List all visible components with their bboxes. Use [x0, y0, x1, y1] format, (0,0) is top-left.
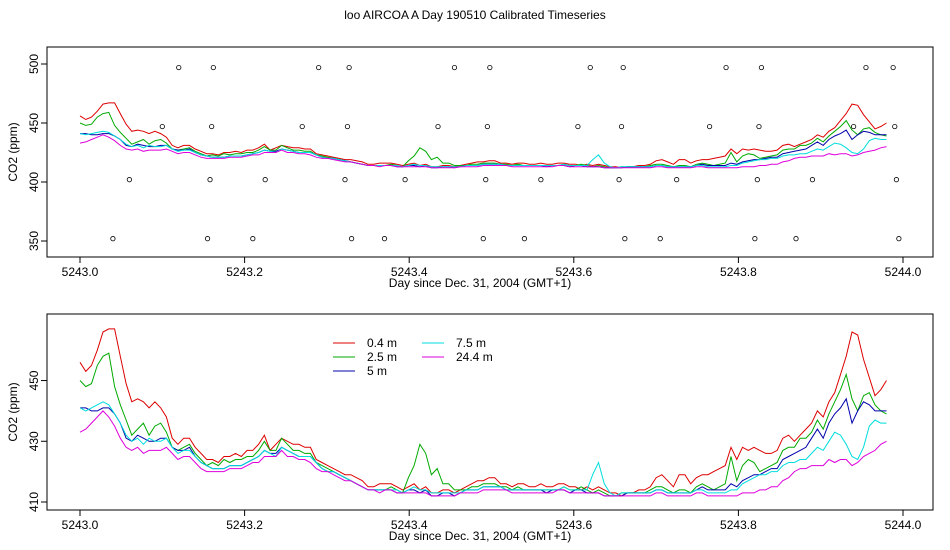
scatter-point [402, 177, 408, 183]
x-tick-label: 5243.6 [555, 518, 592, 532]
scatter-point [674, 177, 680, 183]
scatter-point [896, 236, 902, 242]
scatter-point [110, 236, 116, 242]
x-tick-label: 5243.0 [62, 265, 99, 279]
y-tick-label: 450 [27, 113, 41, 133]
scatter-point [793, 236, 799, 242]
y-axis-label: CO2 (ppm) [6, 122, 20, 181]
x-tick-label: 5243.6 [555, 265, 592, 279]
y-tick-label: 410 [27, 492, 41, 512]
scatter-point [480, 236, 486, 242]
scatter-point [346, 64, 352, 71]
plot-frame [46, 46, 934, 258]
x-tick-label: 5243.2 [226, 518, 263, 532]
legend-label: 7.5 m [456, 336, 486, 350]
scatter-point [207, 177, 213, 183]
scatter-point [756, 123, 762, 130]
x-tick-label: 5243.4 [391, 265, 428, 279]
scatter-point [863, 64, 869, 71]
scatter-point [521, 236, 528, 242]
scatter-point [316, 64, 322, 71]
scatter-point [618, 123, 625, 130]
scatter-point [483, 177, 489, 183]
scatter-point [587, 64, 593, 71]
y-tick-label: 350 [27, 231, 41, 251]
scatter-point [381, 236, 388, 242]
scatter-point [487, 64, 493, 71]
legend-label: 24.4 m [456, 350, 493, 364]
series-line-5-m [80, 397, 887, 497]
series-line-24-4-m [79, 410, 887, 497]
scatter-point [538, 177, 544, 183]
scatter-point [484, 123, 490, 130]
y-tick-label: 430 [27, 431, 41, 451]
scatter-point [204, 236, 211, 242]
series-line-2-5-m [79, 111, 887, 169]
x-tick-label: 5244.0 [885, 518, 922, 532]
series-line-2-5-m [79, 352, 887, 497]
page-title: loo AIRCOA A Day 190510 Calibrated Times… [344, 8, 606, 22]
bottom-panel: 5243.0 5243.2 5243.4 5243.6 5243.8 5244.0 Day … [6, 313, 934, 543]
y-tick-label: 400 [27, 172, 41, 192]
scatter-point [616, 177, 622, 183]
y-tick-label: 500 [27, 54, 41, 74]
scatter-point [575, 123, 581, 130]
scatter-point [754, 177, 760, 183]
x-tick-label: 5243.8 [720, 265, 757, 279]
legend-label: 0.4 m [367, 336, 397, 350]
x-tick-label: 5243.4 [391, 518, 428, 532]
scatter-point [723, 64, 729, 71]
y-axis-label: CO2 (ppm) [6, 382, 20, 441]
legend-label: 2.5 m [367, 350, 397, 364]
scatter-point [210, 64, 216, 71]
scatter-point [809, 177, 816, 183]
x-tick-label: 5244.0 [885, 265, 922, 279]
scatter-point [126, 177, 132, 183]
series-line-0-4-m [79, 102, 887, 169]
x-tick-label: 5243.0 [62, 518, 99, 532]
scatter-point [262, 177, 268, 183]
scatter-point [758, 64, 765, 71]
scatter-point [344, 123, 351, 130]
scatter-point [620, 64, 626, 71]
scatter-point [342, 177, 348, 183]
scatter-point [893, 177, 900, 183]
series-line-7-5-m [79, 130, 887, 169]
scatter-point [209, 123, 215, 130]
scatter-point [435, 123, 441, 130]
scatter-point [752, 236, 758, 242]
scatter-point [159, 123, 165, 130]
scatter-point [451, 64, 458, 71]
scatter-point [890, 64, 896, 71]
x-axis-label: Day since Dec. 31, 2004 (GMT+1) [389, 529, 571, 543]
scatter-point [892, 123, 898, 130]
series-line-24-4-m [79, 134, 887, 169]
series-line-0-4-m [79, 328, 887, 497]
legend-label: 5 m [367, 364, 387, 378]
plot-frame [46, 313, 934, 511]
top-panel: 5243.0 5243.2 5243.4 5243.6 5243.8 5244.0 Day … [6, 46, 934, 290]
scatter-point [176, 64, 182, 71]
scatter-point [299, 123, 305, 130]
scatter-point [851, 123, 857, 130]
scatter-point [250, 236, 256, 242]
scatter-point [706, 123, 713, 130]
x-tick-label: 5243.8 [720, 518, 757, 532]
series-line-7-5-m [79, 401, 887, 497]
x-tick-label: 5243.2 [226, 265, 263, 279]
y-tick-label: 450 [27, 370, 41, 390]
scatter-point [657, 236, 663, 242]
scatter-point [348, 236, 355, 242]
x-axis-label: Day since Dec. 31, 2004 (GMT+1) [389, 276, 571, 290]
scatter-point [622, 236, 628, 242]
